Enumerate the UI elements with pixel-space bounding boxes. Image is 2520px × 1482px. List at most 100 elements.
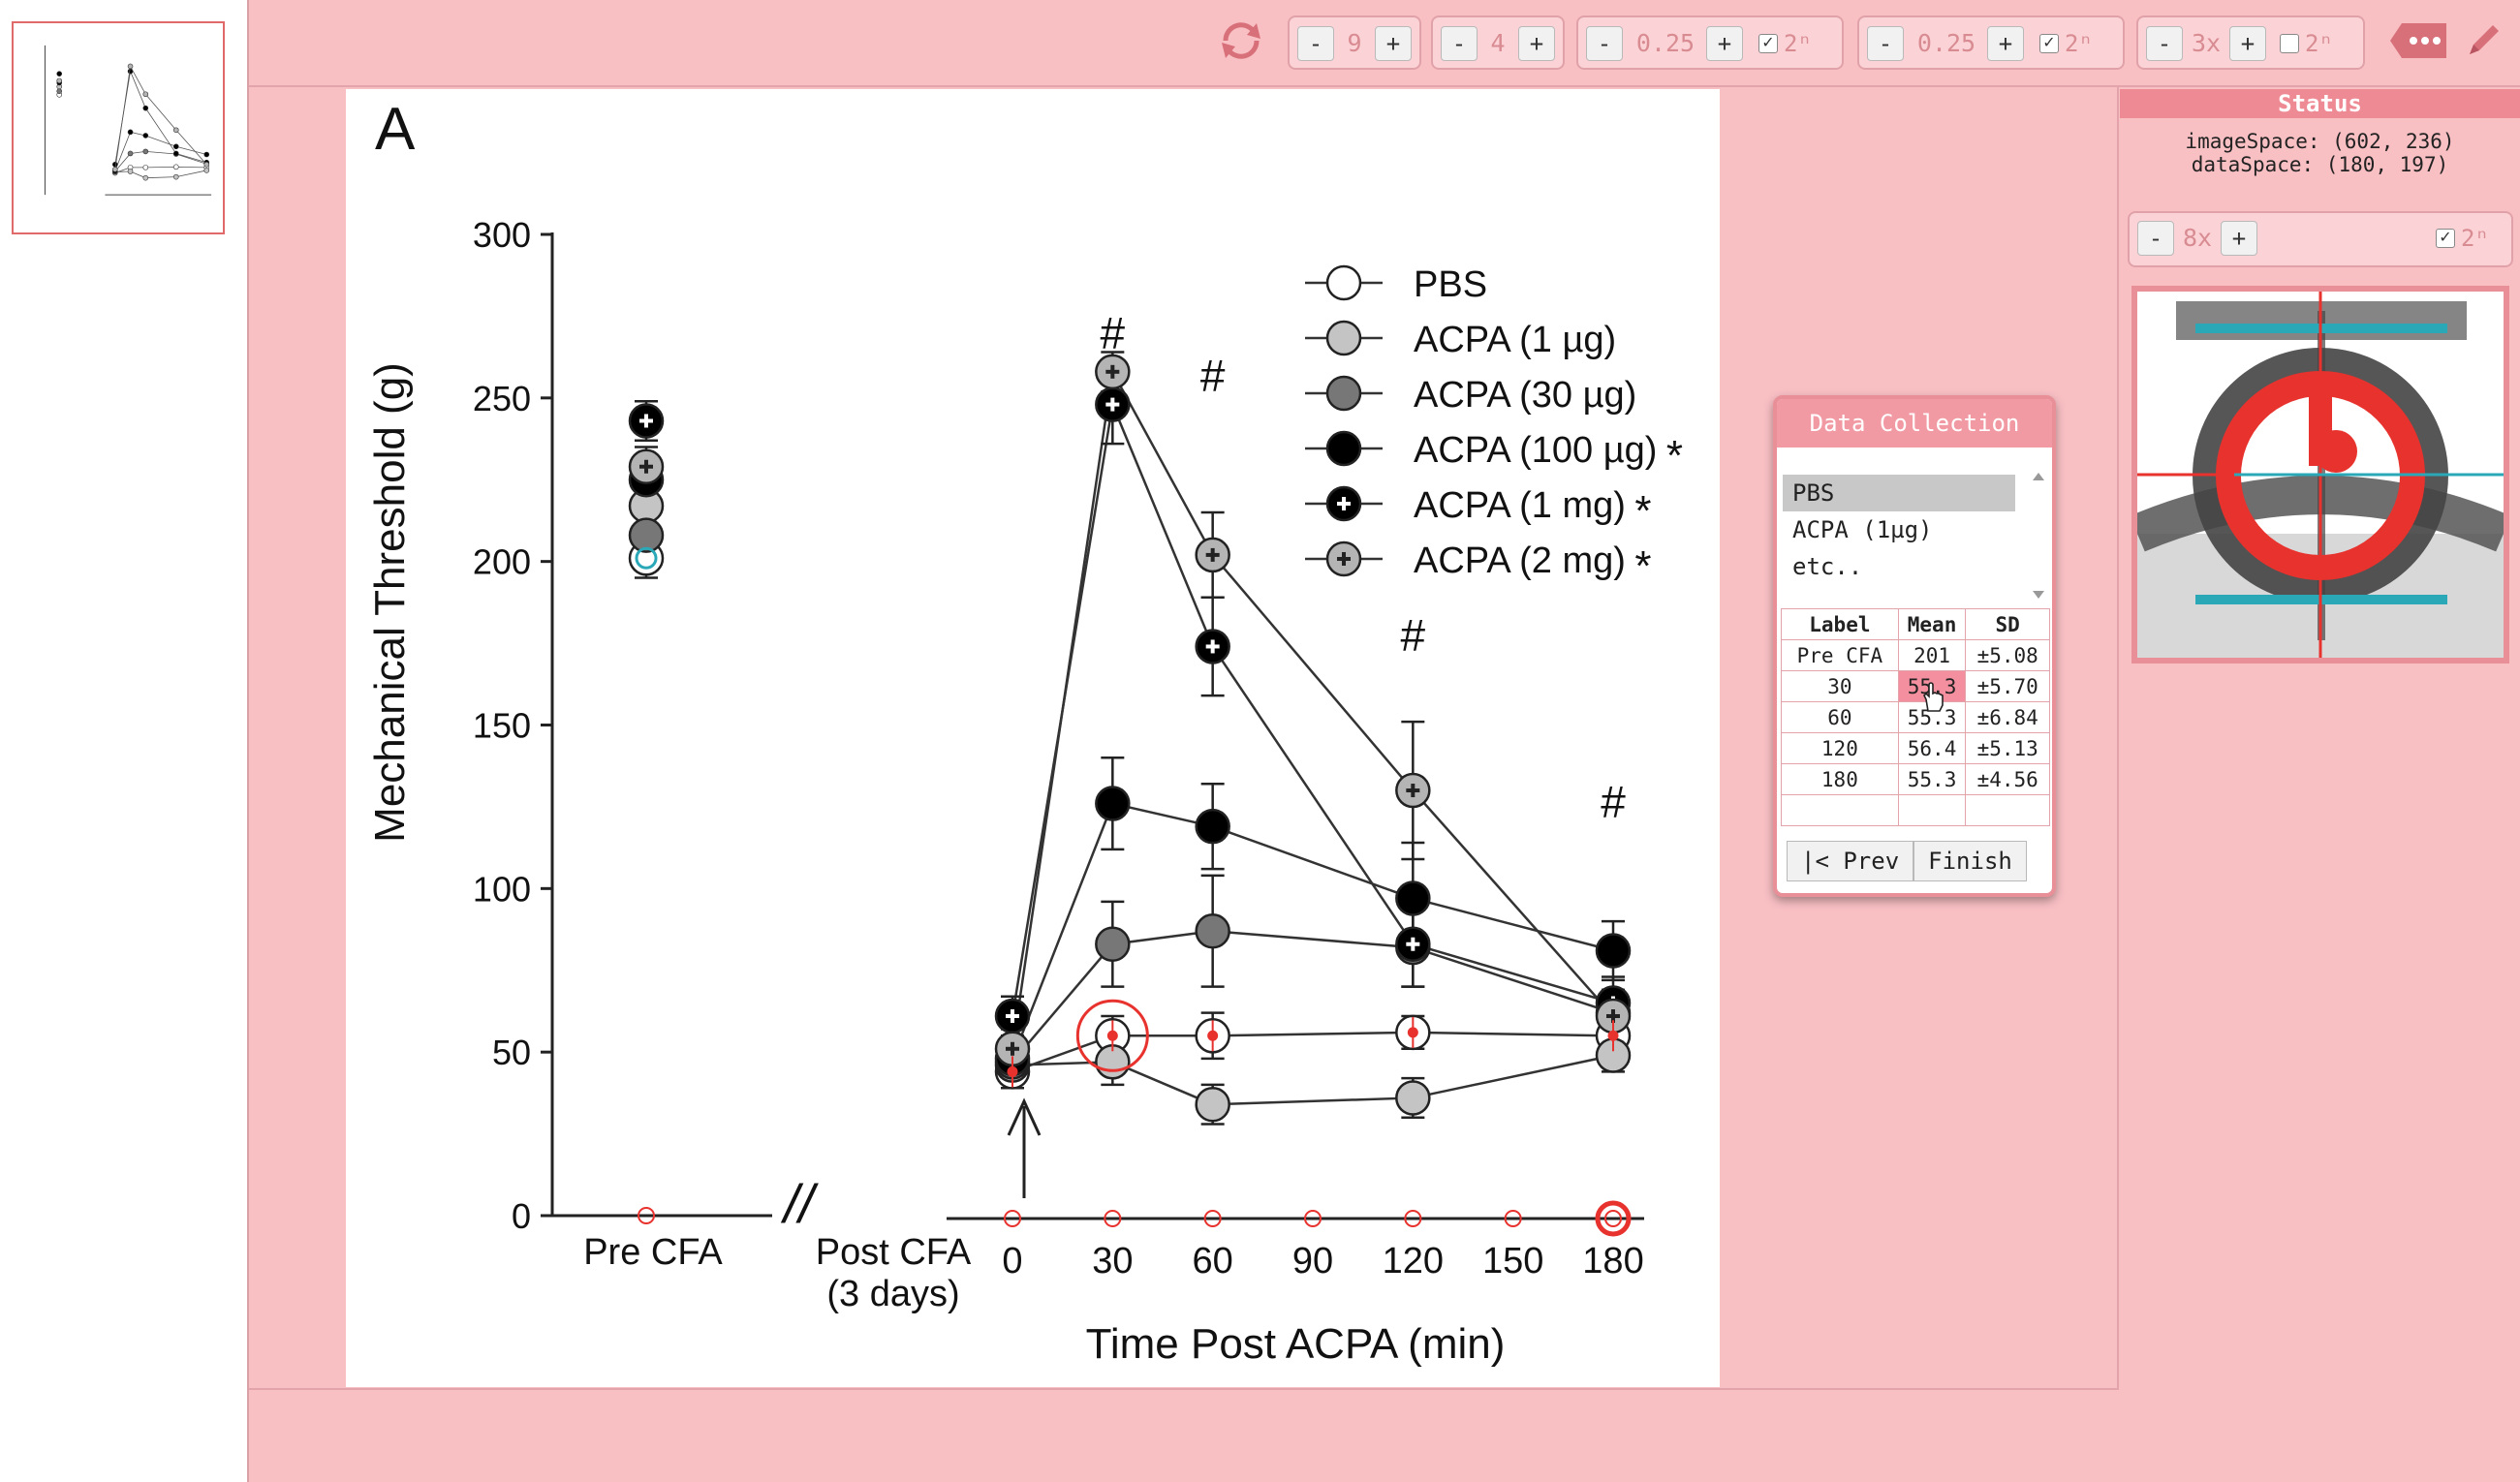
table-cell[interactable]: ±4.56 [1965,763,2050,795]
axis-calibration-marker [1104,1210,1122,1227]
y-tick-label: 150 [473,706,531,746]
table-cell[interactable] [1897,794,1967,826]
decrease-button[interactable]: - [2146,26,2183,61]
zoom-power-checkbox[interactable]: ✓ [2436,229,2455,248]
significance-hash: # [1601,777,1626,827]
chart-marks: 0 50 100 150 200 250 300 0 30 60 90 120 150 180 # # # # PB… [473,215,1683,1281]
arrow-head-icon [1007,1097,1042,1136]
table-cell[interactable]: ±5.13 [1965,732,2050,764]
thumbnail-point [127,169,134,174]
finish-button[interactable]: Finish [1913,841,2027,881]
series-item-etc[interactable]: etc.. [1792,553,1863,580]
table-row[interactable] [1781,794,2050,826]
table-cell[interactable]: Pre CFA [1781,639,1899,671]
x-tick-label: 30 [1092,1241,1133,1281]
legend-marker [1325,430,1362,467]
data-point [1095,926,1131,962]
axis-calibration-marker [1604,1210,1622,1227]
toolbar-group-4: - 0.25 + ✓ 2ⁿ [1857,15,2125,70]
y-tick-label: 100 [473,869,531,909]
legend-label: ACPA (1 µg) [1414,320,1616,360]
toolbar-group-1: - 9 + [1288,15,1421,70]
toolbar-group-2: - 4 + [1431,15,1565,70]
table-row[interactable]: Pre CFA 201 ±5.08 [1781,639,2050,671]
table-cell[interactable]: ±5.08 [1965,639,2050,671]
data-point [1195,808,1230,845]
chart[interactable]: A Mechanical Threshold (g) Time Post ACP… [346,89,1720,1387]
axis-calibration-marker [1004,1210,1021,1227]
table-cell[interactable]: 201 [1897,639,1967,671]
table-header-row: Label Mean SD [1781,608,2050,640]
image-thumbnail[interactable] [12,21,225,234]
axis-break-mark: // [780,1173,820,1234]
refresh-icon[interactable] [1218,19,1264,62]
decrease-button[interactable]: - [1297,26,1334,61]
hand-cursor-icon [1923,682,1944,712]
status-panel: Status imageSpace: (602, 236) dataSpace:… [2120,87,2520,1390]
prev-button[interactable]: |< Prev [1787,841,1914,881]
table-row[interactable]: 30 55.3 ±5.70 [1781,670,2050,702]
y-axis-label: Mechanical Threshold (g) [366,362,414,843]
more-options-icon[interactable] [2390,19,2448,62]
top-toolbar: - 9 + - 4 + - 0.25 + ✓ 2ⁿ - 0.25 + ✓ 2ⁿ … [249,0,2520,87]
zoom-in-button[interactable]: + [2221,221,2257,256]
data-collection-panel[interactable]: Data Collection PBS ACPA (1µg) etc.. Lab… [1773,395,2056,897]
power-of-two-checkbox[interactable]: ✓ [2039,34,2059,53]
thumbnail-point [112,161,118,168]
legend-label: PBS [1414,264,1487,305]
x-axis-label: Time Post ACPA (min) [1086,1320,1506,1368]
table-cell[interactable]: 30 [1781,670,1899,702]
increase-button[interactable]: + [1375,26,1412,61]
table-row[interactable]: 120 56.4 ±5.13 [1781,732,2050,764]
decrease-button[interactable]: - [1586,26,1623,61]
thumbnail-point [203,161,210,168]
increase-button[interactable]: + [1987,26,2024,61]
y-tick-label: 250 [473,379,531,418]
decrease-button[interactable]: - [1441,26,1478,61]
zoom-value: 8x [2182,224,2213,252]
table-row[interactable]: 180 55.3 ±4.56 [1781,763,2050,795]
decrease-button[interactable]: - [1867,26,1904,61]
x-tick-label: 90 [1292,1241,1333,1281]
increase-button[interactable]: + [1706,26,1743,61]
table-row[interactable]: 60 55.3 ±6.84 [1781,701,2050,733]
table-cell[interactable] [1781,794,1899,826]
table-cell[interactable] [1965,794,2050,826]
series-item-acpa-1ug[interactable]: ACPA (1µg) [1792,516,1933,543]
step-value: 0.25 [1916,29,1976,57]
table-cell[interactable]: 60 [1781,701,1899,733]
series-list[interactable]: PBS ACPA (1µg) etc.. [1783,475,2040,601]
legend-marker [1325,264,1362,301]
step-value: 4 [1490,29,1506,57]
increase-button[interactable]: + [1518,26,1555,61]
table-cell[interactable]: ±5.70 [1965,670,2050,702]
power-of-two-checkbox[interactable] [2280,34,2299,53]
data-space-readout: dataSpace: (180, 197) [2191,153,2449,176]
x-tick-label: 120 [1383,1241,1444,1281]
data-collection-title: Data Collection [1777,399,2052,448]
power-label: 2ⁿ [2461,225,2489,252]
table-cell[interactable]: 180 [1781,763,1899,795]
table-cell[interactable]: 120 [1781,732,1899,764]
thumbnail-point [172,164,179,170]
thumbnail-point [142,174,149,181]
toolbar-group-5: - 3x + 2ⁿ [2136,15,2365,70]
power-of-two-checkbox[interactable]: ✓ [1758,34,1778,53]
thumbnail-point [56,71,63,77]
x-tick-label: 60 [1193,1241,1233,1281]
increase-button[interactable]: + [2229,26,2266,61]
axis-calibration-marker [1504,1210,1522,1227]
zoom-out-button[interactable]: - [2137,221,2174,256]
data-point-pre-cfa [628,517,665,553]
thumbnail-point [127,150,134,157]
plot-image-background[interactable] [346,89,1720,1387]
digitized-point-marker [635,546,658,570]
table-cell[interactable]: 56.4 [1897,732,1967,764]
thumbnail-background [14,23,223,232]
series-item-pbs[interactable]: PBS [1783,475,2015,511]
pencil-icon[interactable] [2464,21,2503,60]
table-cell[interactable]: ±6.84 [1965,701,2050,733]
list-scrollbar[interactable] [2031,471,2046,601]
thumbnail-point [142,105,149,111]
table-cell[interactable]: 55.3 [1897,763,1967,795]
